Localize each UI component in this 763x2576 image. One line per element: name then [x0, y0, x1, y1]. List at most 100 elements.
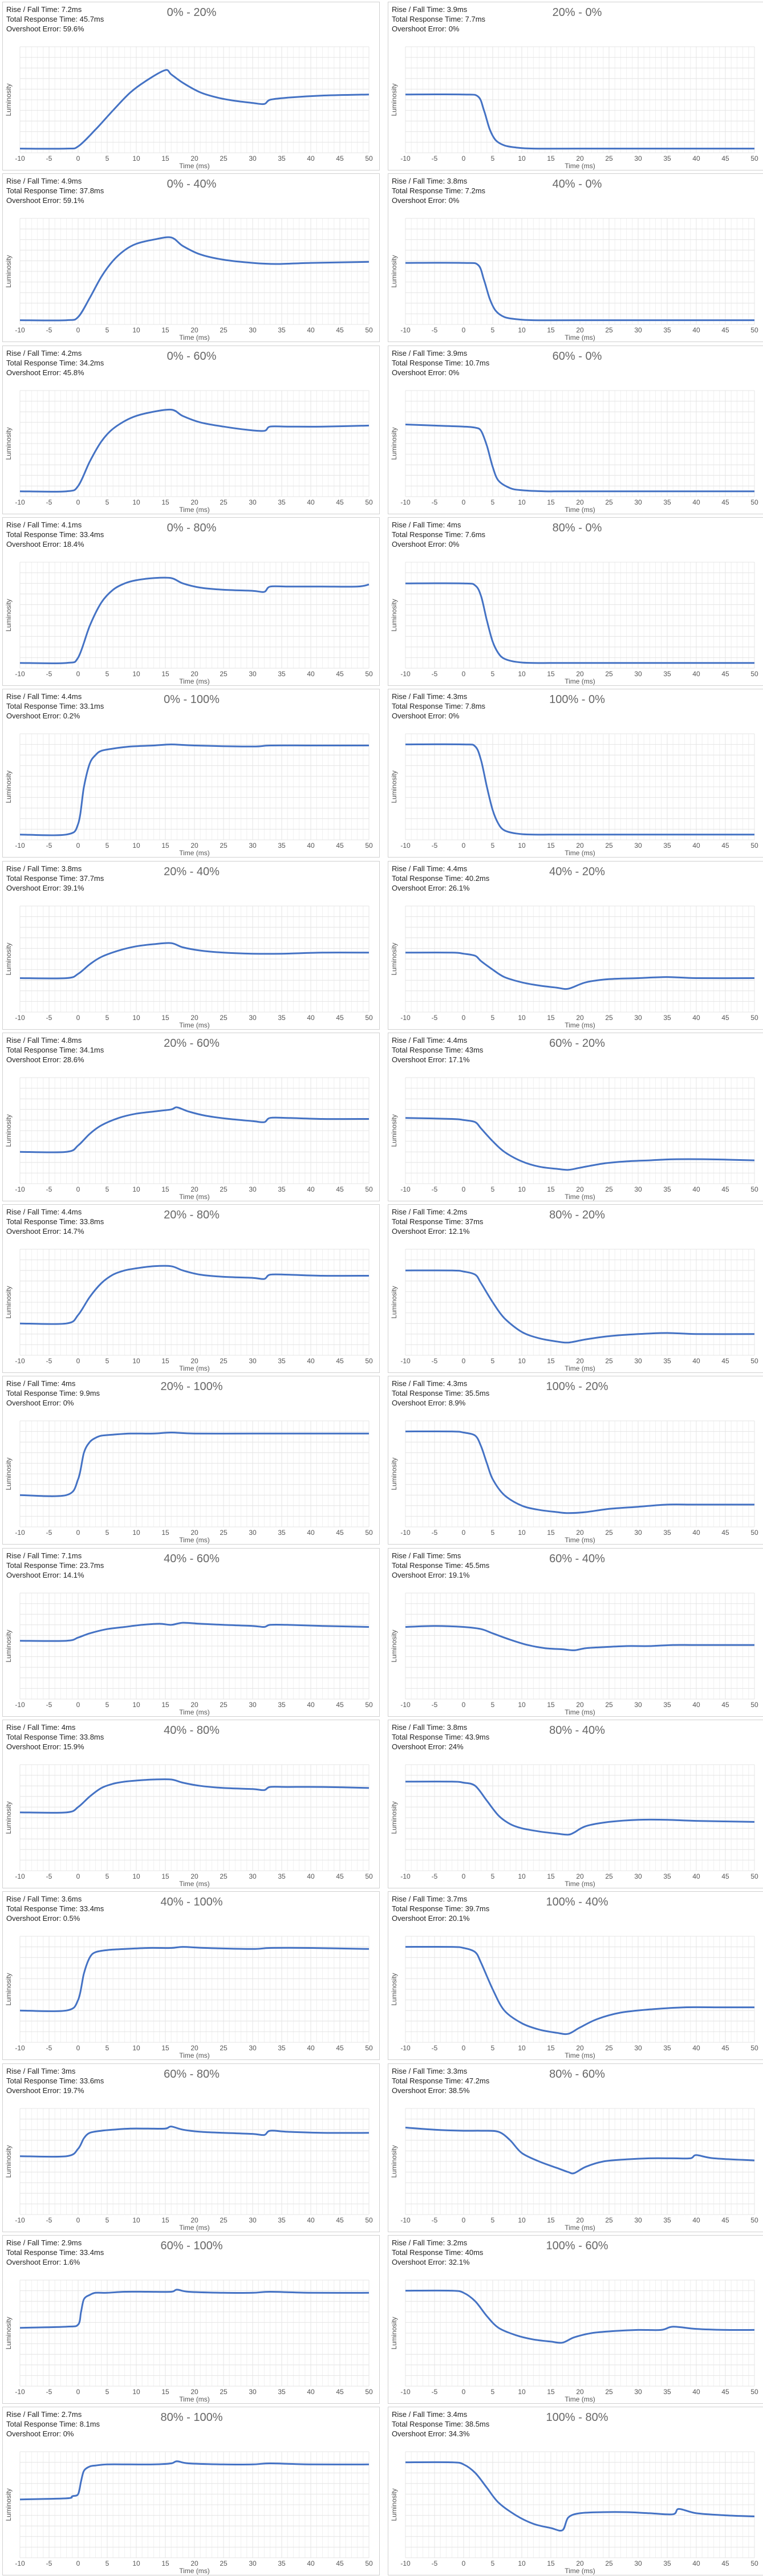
- chart-panel: 60% - 20% -10 -5 0 5 10 15 20 25 30 35 40 45 50 Time (…: [388, 1032, 763, 1201]
- overshoot-error: Overshoot Error: 0%: [392, 25, 460, 33]
- x-tick-label: 10: [518, 2216, 526, 2224]
- overshoot-error: Overshoot Error: 14.7%: [6, 1227, 84, 1236]
- x-tick-label: 50: [365, 670, 373, 678]
- x-tick-label: 5: [105, 670, 109, 678]
- x-tick-label: 15: [547, 1529, 555, 1537]
- y-axis-label: Luminosity: [5, 942, 13, 975]
- x-tick-label: 35: [278, 1701, 286, 1709]
- chart-title: 100% - 60%: [546, 2240, 608, 2252]
- response-stats: Rise / Fall Time: 4.8ms Total Response Ti…: [6, 1035, 104, 1064]
- luminosity-series-line: [19, 743, 369, 836]
- chart-svg: 40% - 0% -10 -5 0 5 10 15 20 25 30 35 40 45 50 Time (m…: [390, 178, 758, 342]
- total-response-time: Total Response Time: 33.8ms: [6, 1733, 104, 1741]
- x-tick-label: 45: [721, 1357, 729, 1365]
- overshoot-error: Overshoot Error: 15.9%: [6, 1742, 84, 1751]
- x-tick-label: -10: [400, 2044, 411, 2052]
- x-tick-label: -10: [15, 498, 25, 506]
- x-tick-label: 15: [161, 1529, 169, 1537]
- y-axis-label: Luminosity: [390, 1458, 398, 1490]
- x-tick-label: 15: [547, 1701, 555, 1709]
- x-tick-label: 40: [307, 2559, 315, 2567]
- x-tick-label: 40: [692, 842, 700, 850]
- chart-panel: 100% - 60% -10 -5 0 5 10 15 20 25 30 35 40 45 50 Time …: [388, 2234, 763, 2404]
- y-axis-label: Luminosity: [5, 2317, 13, 2349]
- x-axis-label: Time (ms): [179, 677, 210, 685]
- x-tick-label: -10: [15, 2559, 25, 2567]
- x-tick-label: 35: [663, 2216, 671, 2224]
- rise-fall-time: Rise / Fall Time: 3.8ms: [392, 177, 468, 186]
- x-tick-label: 15: [161, 1185, 169, 1193]
- chart-panel: 60% - 40% -10 -5 0 5 10 15 20 25 30 35 40 45 50 Time (…: [388, 1547, 763, 1717]
- rise-fall-time: Rise / Fall Time: 3.9ms: [392, 348, 468, 357]
- x-tick-label: 5: [105, 1872, 109, 1880]
- x-tick-label: 30: [249, 670, 257, 678]
- chart-title: 80% - 20%: [549, 1209, 605, 1221]
- x-tick-label: 20: [190, 1529, 198, 1537]
- x-tick-label: 50: [365, 2216, 373, 2224]
- response-stats: Rise / Fall Time: 3.9ms Total Response Ti…: [392, 348, 489, 377]
- x-axis-label: Time (ms): [179, 2395, 210, 2403]
- x-tick-label: 40: [692, 1701, 700, 1709]
- total-response-time: Total Response Time: 7.8ms: [392, 702, 486, 711]
- x-tick-label: 45: [721, 1529, 729, 1537]
- chart-svg: 60% - 100% -10 -5 0 5 10 15 20 25 30 35 40 45 50 Time …: [5, 2240, 373, 2403]
- x-tick-label: 5: [491, 1701, 495, 1709]
- chart-svg: 80% - 0% -10 -5 0 5 10 15 20 25 30 35 40 45 50 Time (m…: [390, 522, 758, 685]
- x-tick-label: 30: [634, 1357, 642, 1365]
- x-tick-label: 0: [462, 1529, 466, 1537]
- x-tick-label: 30: [249, 1872, 257, 1880]
- x-tick-label: 50: [750, 842, 758, 850]
- x-tick-label: -5: [46, 2216, 52, 2224]
- x-tick-label: 5: [105, 1014, 109, 1022]
- x-tick-label: 25: [605, 1701, 613, 1709]
- x-tick-label: -5: [432, 2044, 438, 2052]
- total-response-time: Total Response Time: 33.6ms: [6, 2076, 104, 2085]
- x-tick-label: 5: [491, 1014, 495, 1022]
- x-tick-label: -5: [46, 155, 52, 162]
- x-tick-label: 20: [576, 2044, 584, 2052]
- chart-title: 20% - 100%: [161, 1380, 223, 1393]
- response-stats: Rise / Fall Time: 3.8ms Total Response Ti…: [392, 176, 485, 205]
- x-tick-label: 50: [750, 498, 758, 506]
- x-tick-label: 5: [491, 842, 495, 850]
- x-tick-label: 20: [576, 670, 584, 678]
- x-tick-label: 5: [105, 2559, 109, 2567]
- total-response-time: Total Response Time: 7.6ms: [392, 530, 486, 539]
- x-tick-label: 35: [663, 155, 671, 162]
- x-tick-label: -10: [15, 1701, 25, 1709]
- x-tick-label: 10: [518, 670, 526, 678]
- x-axis-label: Time (ms): [565, 2224, 595, 2232]
- x-tick-label: 10: [518, 1872, 526, 1880]
- y-axis-label: Luminosity: [390, 427, 398, 460]
- luminosity-series-line: [405, 2289, 755, 2344]
- x-tick-label: 45: [721, 326, 729, 334]
- total-response-time: Total Response Time: 9.9ms: [6, 1389, 100, 1398]
- x-tick-label: -10: [400, 1701, 411, 1709]
- response-stats: Rise / Fall Time: 4.4ms Total Response Ti…: [392, 864, 489, 893]
- x-tick-label: 25: [220, 2216, 228, 2224]
- y-axis-label: Luminosity: [5, 255, 13, 288]
- x-tick-label: -10: [400, 498, 411, 506]
- x-axis-label: Time (ms): [565, 1364, 595, 1372]
- x-tick-label: 5: [105, 155, 109, 162]
- x-tick-label: -10: [400, 326, 411, 334]
- luminosity-series-line: [19, 69, 370, 150]
- x-tick-label: 30: [634, 155, 642, 162]
- x-tick-label: 10: [518, 1357, 526, 1365]
- x-tick-label: 30: [249, 1357, 257, 1365]
- x-tick-label: 50: [365, 1872, 373, 1880]
- x-tick-label: 50: [750, 1872, 758, 1880]
- rise-fall-time: Rise / Fall Time: 2.7ms: [6, 2410, 82, 2419]
- overshoot-error: Overshoot Error: 14.1%: [6, 1570, 84, 1579]
- response-stats: Rise / Fall Time: 4.3ms Total Response Ti…: [392, 1379, 489, 1408]
- x-tick-label: 50: [365, 1357, 373, 1365]
- x-tick-label: 45: [336, 670, 344, 678]
- x-tick-label: 40: [307, 1185, 315, 1193]
- x-tick-label: 5: [491, 2388, 495, 2396]
- x-tick-label: 5: [491, 2216, 495, 2224]
- x-tick-label: 30: [249, 155, 257, 162]
- x-axis-label: Time (ms): [565, 506, 595, 514]
- x-axis-label: Time (ms): [565, 1021, 595, 1029]
- luminosity-series-line: [19, 941, 370, 980]
- x-tick-label: 35: [278, 1357, 286, 1365]
